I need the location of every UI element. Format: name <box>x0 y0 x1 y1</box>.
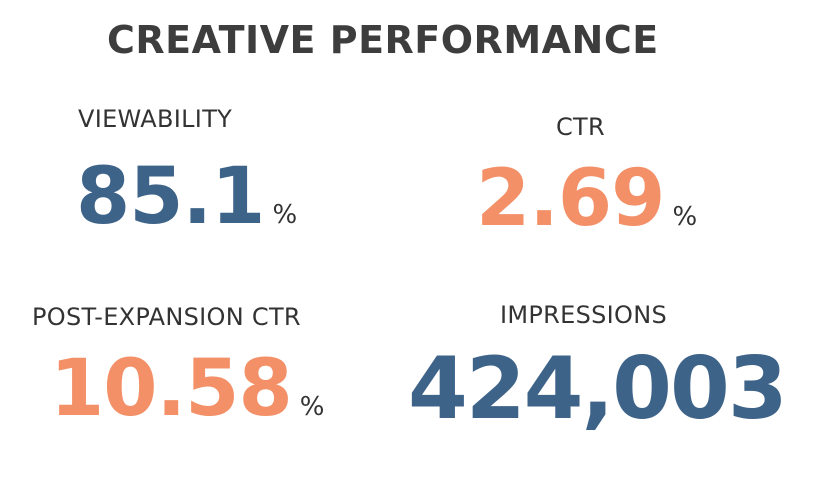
impressions-value: 424,003 <box>408 346 788 432</box>
post-expansion-ctr-number: 10.58 <box>50 344 293 434</box>
viewability-number: 85.1 <box>76 152 265 242</box>
viewability-label: VIEWABILITY <box>78 105 233 133</box>
page-title: CREATIVE PERFORMANCE <box>107 18 659 62</box>
ctr-value: 2.69% <box>476 160 697 238</box>
post-expansion-ctr-value: 10.58% <box>50 350 324 428</box>
viewability-value: 85.1% <box>76 158 297 236</box>
post-expansion-ctr-label: POST-EXPANSION CTR <box>32 303 301 331</box>
ctr-unit: % <box>672 202 698 232</box>
ctr-number: 2.69 <box>476 154 665 244</box>
viewability-unit: % <box>272 200 298 230</box>
impressions-label: IMPRESSIONS <box>500 301 668 329</box>
ctr-label: CTR <box>556 113 605 141</box>
impressions-number: 424,003 <box>408 339 788 439</box>
post-expansion-ctr-unit: % <box>299 392 325 422</box>
